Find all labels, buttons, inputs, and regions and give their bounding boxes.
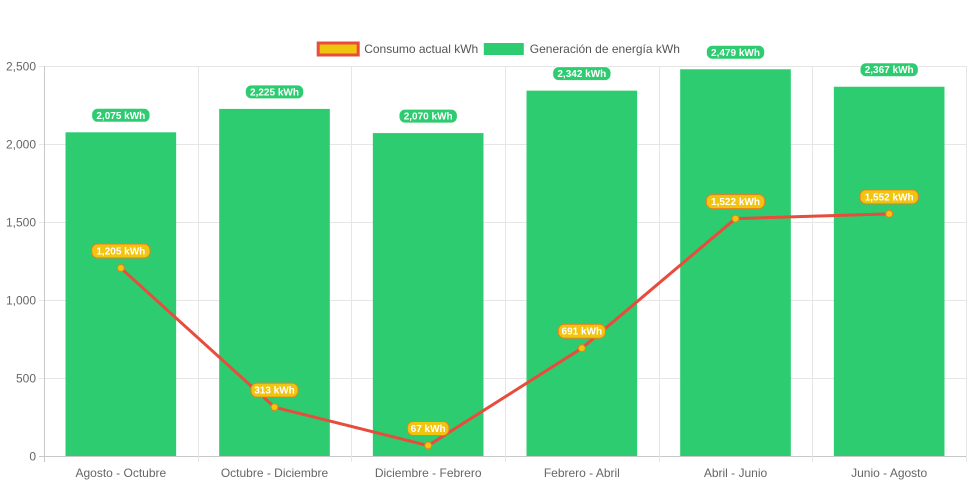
x-tick-label: Junio - Agosto (851, 466, 927, 480)
x-tick-label: Agosto - Octubre (75, 466, 166, 480)
consumption-point[interactable] (731, 214, 740, 223)
y-tick-label: 1,000 (6, 294, 36, 308)
axes: 0 500 1,000 1,500 2,000 2,500 Agosto - Octubre… (6, 60, 928, 481)
consumption-value-label: 67 kWh (411, 424, 446, 435)
generation-value-label: 2,367 kWh (865, 65, 914, 76)
consumption-value-label-bg (557, 323, 606, 339)
generation-value-label-bg (705, 44, 766, 60)
bar-series (65, 69, 945, 457)
legend-swatch (483, 43, 524, 55)
generation-bar[interactable] (833, 86, 945, 457)
legend-item-generacion[interactable]: Generación de energía kWh (483, 42, 680, 56)
generation-bar[interactable] (372, 133, 484, 456)
generation-value-label-bg (91, 107, 151, 123)
generation-value-label-bg (552, 66, 612, 82)
grid (39, 66, 967, 462)
generation-value-label-bg (859, 62, 919, 78)
generation-value-label: 2,342 kWh (557, 69, 606, 80)
y-tick-label: 2,500 (6, 60, 36, 74)
consumption-value-label: 691 kWh (562, 327, 603, 338)
y-tick-label: 1,500 (6, 216, 36, 230)
generation-value-label-bg (244, 84, 305, 100)
consumption-value-label-bg (250, 382, 299, 398)
generation-bar[interactable] (526, 90, 638, 456)
generation-bar[interactable] (219, 108, 330, 457)
legend-label: Generación de energía kWh (530, 42, 680, 56)
consumption-value-label-bg (705, 194, 766, 210)
legend-label: Consumo actual kWh (364, 42, 478, 56)
generation-value-label: 2,225 kWh (250, 87, 299, 98)
legend[interactable]: Consumo actual kWh Generación de energía … (316, 41, 680, 57)
data-labels: 2,075 kWh 2,225 kWh 2,070 kWh 2,342 kWh 2,47… (91, 44, 919, 437)
consumption-value-label-bg (859, 189, 919, 205)
x-tick-label: Diciembre - Febrero (375, 466, 482, 480)
consumption-value-label-bg (91, 243, 151, 259)
consumption-point[interactable] (577, 344, 586, 353)
consumption-value-label: 1,552 kWh (865, 192, 914, 203)
y-tick-label: 500 (16, 372, 36, 386)
y-tick-label: 2,000 (6, 138, 36, 152)
legend-swatch (316, 41, 360, 57)
y-tick-label: 0 (29, 450, 36, 464)
generation-bar[interactable] (680, 69, 791, 456)
consumption-value-label: 1,205 kWh (96, 247, 145, 258)
generation-value-label-bg (398, 108, 458, 124)
x-tick-label: Octubre - Diciembre (221, 466, 329, 480)
consumption-value-label: 1,522 kWh (711, 197, 760, 208)
consumption-point[interactable] (116, 264, 125, 273)
x-tick-label: Febrero - Abril (544, 466, 620, 480)
consumption-value-label: 313 kWh (254, 386, 295, 397)
line-series (116, 209, 894, 450)
generation-bar[interactable] (65, 132, 177, 457)
legend-item-consumo[interactable]: Consumo actual kWh (316, 41, 478, 57)
generation-value-label: 2,070 kWh (404, 112, 453, 123)
generation-value-label: 2,479 kWh (711, 48, 760, 59)
consumption-point[interactable] (270, 403, 279, 412)
x-tick-label: Abril - Junio (704, 466, 768, 480)
consumption-line (119, 212, 890, 448)
consumption-value-label-bg (406, 421, 450, 437)
generation-value-label: 2,075 kWh (96, 111, 145, 122)
consumption-point[interactable] (424, 441, 433, 450)
consumption-point[interactable] (885, 209, 894, 218)
